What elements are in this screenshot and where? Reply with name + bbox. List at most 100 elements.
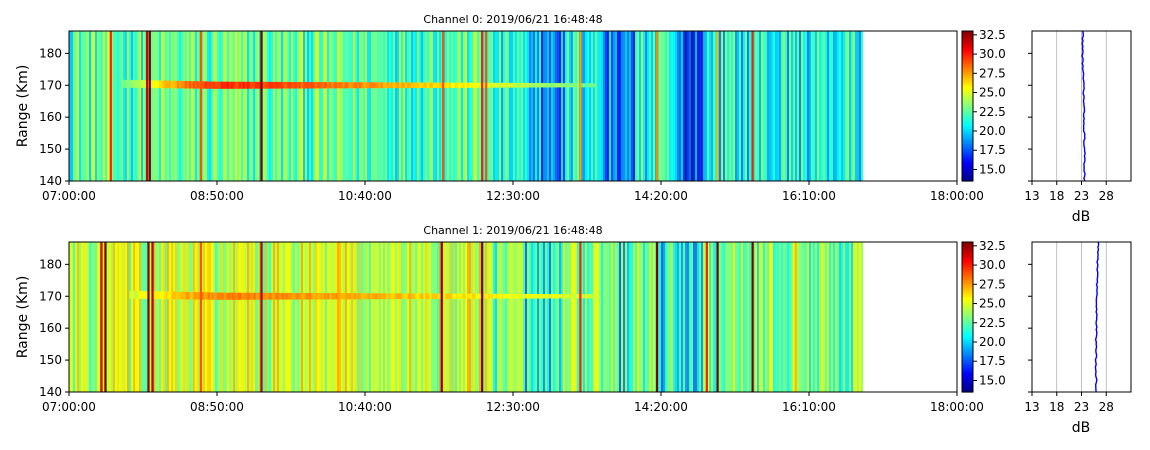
layer-cell [262, 81, 266, 89]
heatmap-column [703, 242, 706, 392]
heatmap-column [831, 31, 834, 181]
heatmap-column [123, 242, 126, 392]
heatmap-column [721, 242, 724, 392]
vertical-stripe [147, 242, 150, 392]
heatmap-column [851, 31, 854, 181]
layer-cell [503, 293, 506, 299]
layer-cell [322, 82, 326, 89]
heatmap-column [827, 31, 830, 181]
heatmap-column [281, 242, 284, 392]
layer-cell [389, 293, 392, 300]
layer-cell [169, 291, 172, 300]
layer-cell [177, 291, 180, 300]
colorbar-segment [962, 143, 973, 147]
layer-cell [395, 293, 398, 300]
layer-cell [414, 82, 418, 89]
heatmap-column [361, 242, 364, 392]
heatmap-column [479, 242, 482, 392]
heatmap-column [635, 31, 638, 181]
layer-cell [315, 293, 318, 300]
layer-cell [206, 81, 210, 89]
heatmap-column [581, 242, 584, 392]
colorbar-segment [962, 33, 973, 37]
layer-cell [143, 291, 146, 299]
heatmap-column [537, 31, 540, 181]
layer-cell [303, 293, 306, 300]
heatmap-column [305, 242, 308, 392]
heatmap-column [187, 242, 190, 392]
heatmap-column [497, 31, 500, 181]
colorbar-segment [962, 294, 973, 298]
heatmap-column [193, 242, 196, 392]
heatmap-column [475, 31, 478, 181]
heatmap-column [667, 242, 670, 392]
profile-x-tick-label: 23 [1074, 189, 1089, 203]
layer-cell [254, 81, 258, 89]
heatmap-column [165, 31, 168, 181]
heatmap-column [433, 31, 436, 181]
layer-cell [586, 83, 590, 88]
heatmap-column [259, 242, 262, 392]
layer-cell [296, 81, 300, 89]
vertical-stripe [260, 242, 263, 392]
colorbar-segment [962, 302, 973, 306]
layer-cell [372, 82, 376, 89]
heatmap-column [489, 31, 492, 181]
heatmap-column [69, 31, 72, 181]
layer-cell [314, 82, 318, 89]
heatmap-column [231, 242, 234, 392]
layer-cell [300, 82, 304, 89]
layer-cell [317, 293, 320, 300]
heatmap-column [273, 31, 276, 181]
layer-cell [399, 293, 402, 300]
heatmap-column [763, 242, 766, 392]
layer-cell [472, 82, 476, 88]
heatmap-column [137, 242, 140, 392]
layer-cell [176, 80, 180, 89]
layer-cell [210, 81, 214, 89]
heatmap-column [247, 242, 250, 392]
heatmap-column [465, 242, 468, 392]
heatmap-column [487, 31, 490, 181]
heatmap-column [239, 242, 242, 392]
heatmap-column [121, 242, 124, 392]
heatmap-column [783, 31, 786, 181]
layer-cell [477, 293, 480, 299]
heatmap-column [595, 31, 598, 181]
layer-cell [251, 292, 254, 300]
heatmap-column [635, 242, 638, 392]
layer-cell [413, 293, 416, 300]
heatmap-column [357, 242, 360, 392]
heatmap-column [271, 242, 274, 392]
layer-cell [412, 82, 416, 89]
colorbar-segment [962, 374, 973, 378]
heatmap-column [131, 31, 134, 181]
colorbar-segment [962, 46, 973, 50]
layer-cell [126, 79, 130, 88]
vertical-stripe [716, 31, 719, 181]
heatmap-column [349, 242, 352, 392]
heatmap-column [767, 242, 770, 392]
heatmap-column [649, 242, 652, 392]
heatmap-column [221, 242, 224, 392]
heatmap-column [357, 31, 360, 181]
heatmap-column [725, 242, 728, 392]
heatmap-column [605, 31, 608, 181]
layer-cell [133, 290, 136, 299]
heatmap-column [469, 31, 472, 181]
heatmap-column [665, 242, 668, 392]
layer-cell [467, 293, 470, 299]
heatmap-column [615, 242, 618, 392]
layer-cell [485, 293, 488, 299]
layer-cell [349, 293, 352, 300]
heatmap-column [187, 31, 190, 181]
heatmap-column [343, 242, 346, 392]
profile-x-tick-label: 18 [1049, 189, 1064, 203]
y-tick-label: 160 [39, 110, 62, 124]
colorbar-segment [962, 83, 973, 87]
heatmap-column [399, 242, 402, 392]
colorbar-segment [962, 262, 973, 266]
colorbar-segment [962, 103, 973, 107]
layer-cell [510, 82, 514, 88]
heatmap-column [679, 242, 682, 392]
